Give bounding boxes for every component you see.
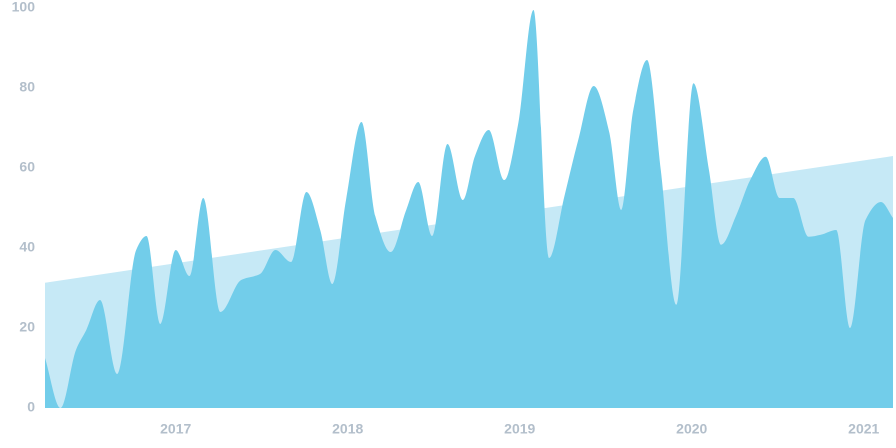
y-tick-label: 100 — [12, 0, 36, 15]
y-tick-label: 0 — [27, 399, 35, 415]
y-tick-label: 40 — [19, 239, 35, 255]
y-tick-label: 20 — [19, 319, 35, 335]
x-tick-label: 2020 — [676, 421, 707, 437]
y-tick-label: 80 — [19, 79, 35, 95]
y-tick-label: 60 — [19, 159, 35, 175]
x-tick-label: 2019 — [504, 421, 535, 437]
x-tick-label: 2021 — [848, 421, 879, 437]
area — [45, 10, 893, 408]
x-tick-label: 2018 — [332, 421, 363, 437]
x-tick-label: 2017 — [160, 421, 191, 437]
